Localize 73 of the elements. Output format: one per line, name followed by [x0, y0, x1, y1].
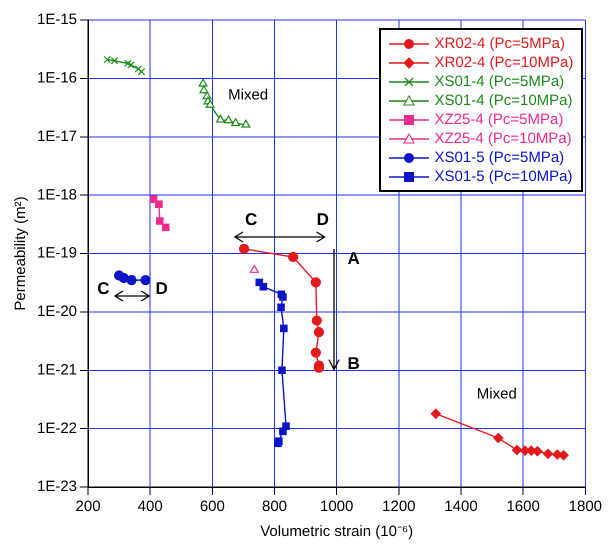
x-tick-label: 1400 [444, 498, 478, 516]
y-tick-label: 1E-18 [36, 186, 78, 204]
annotation: C [97, 279, 110, 300]
x-tick-label: 1800 [568, 498, 602, 516]
point [314, 327, 324, 338]
annotation: Mixed [476, 385, 517, 402]
point [312, 315, 322, 326]
y-tick-label: 1E-17 [36, 128, 78, 145]
annotation: A [347, 249, 360, 270]
point [250, 264, 259, 273]
legend-label: XS01-5 (Pc=5MPa) [434, 149, 564, 166]
legend-label: XS01-4 (Pc=5MPa) [434, 73, 564, 90]
point [512, 444, 522, 456]
annotation: C [244, 210, 258, 230]
point [241, 120, 250, 128]
y-tick-label: 1E-19 [36, 244, 78, 262]
point [277, 303, 285, 312]
point [155, 200, 163, 208]
y-axis-title: Permeability (m²) [12, 196, 30, 311]
x-axis-title: Volumetric strain (10⁻⁶) [260, 523, 414, 540]
point [156, 217, 164, 225]
x-tick-label: 800 [262, 498, 288, 516]
point [278, 366, 286, 374]
point [238, 244, 250, 254]
point [150, 195, 158, 204]
x-tick-label: 400 [138, 498, 163, 516]
annotation: D [316, 210, 329, 230]
point [110, 57, 118, 65]
y-tick-label: 1E-16 [36, 70, 78, 87]
annotation: Mixed [228, 86, 268, 104]
point [199, 85, 208, 94]
point [134, 65, 142, 73]
x-tick-label: 1600 [506, 498, 540, 516]
point [310, 348, 321, 358]
point [280, 324, 288, 332]
point [126, 275, 137, 286]
legend-label: XS01-4 (Pc=10MPa) [434, 92, 572, 109]
x-tick-label: 200 [76, 498, 101, 516]
point [274, 440, 282, 448]
point [231, 118, 240, 126]
x-tick-label: 1200 [382, 498, 416, 516]
legend-label: XZ25-4 (Pc=10MPa) [434, 130, 572, 147]
y-tick-label: 1E-23 [36, 478, 78, 496]
point [493, 432, 504, 444]
point [138, 68, 146, 76]
point [140, 275, 151, 286]
point [127, 61, 135, 69]
point [260, 282, 268, 290]
point [279, 293, 287, 301]
x-tick-label: 1000 [320, 498, 354, 516]
legend-label: XR02-4 (Pc=5MPa) [434, 35, 565, 52]
point [162, 224, 170, 232]
point [310, 277, 321, 288]
legend-label: XS01-5 (Pc=10MPa) [434, 168, 572, 185]
point [430, 408, 441, 419]
legend-label: XR02-4 (Pc=10MPa) [434, 54, 574, 71]
x-tick-label: 600 [200, 498, 225, 516]
point [288, 252, 298, 262]
point [224, 115, 234, 124]
point [206, 100, 215, 108]
point [124, 60, 132, 68]
point [279, 428, 287, 436]
legend-label: XZ25-4 (Pc=5MPa) [434, 111, 564, 128]
point [216, 114, 225, 123]
point [198, 78, 208, 87]
annotation: B [347, 354, 360, 374]
y-tick-label: 1E-20 [36, 303, 78, 320]
annotation: D [155, 279, 168, 300]
point [104, 56, 112, 64]
y-tick-label: 1E-21 [36, 361, 78, 378]
y-tick-label: 1E-15 [36, 11, 78, 28]
point [542, 448, 554, 459]
y-tick-label: 1E-22 [36, 420, 78, 437]
